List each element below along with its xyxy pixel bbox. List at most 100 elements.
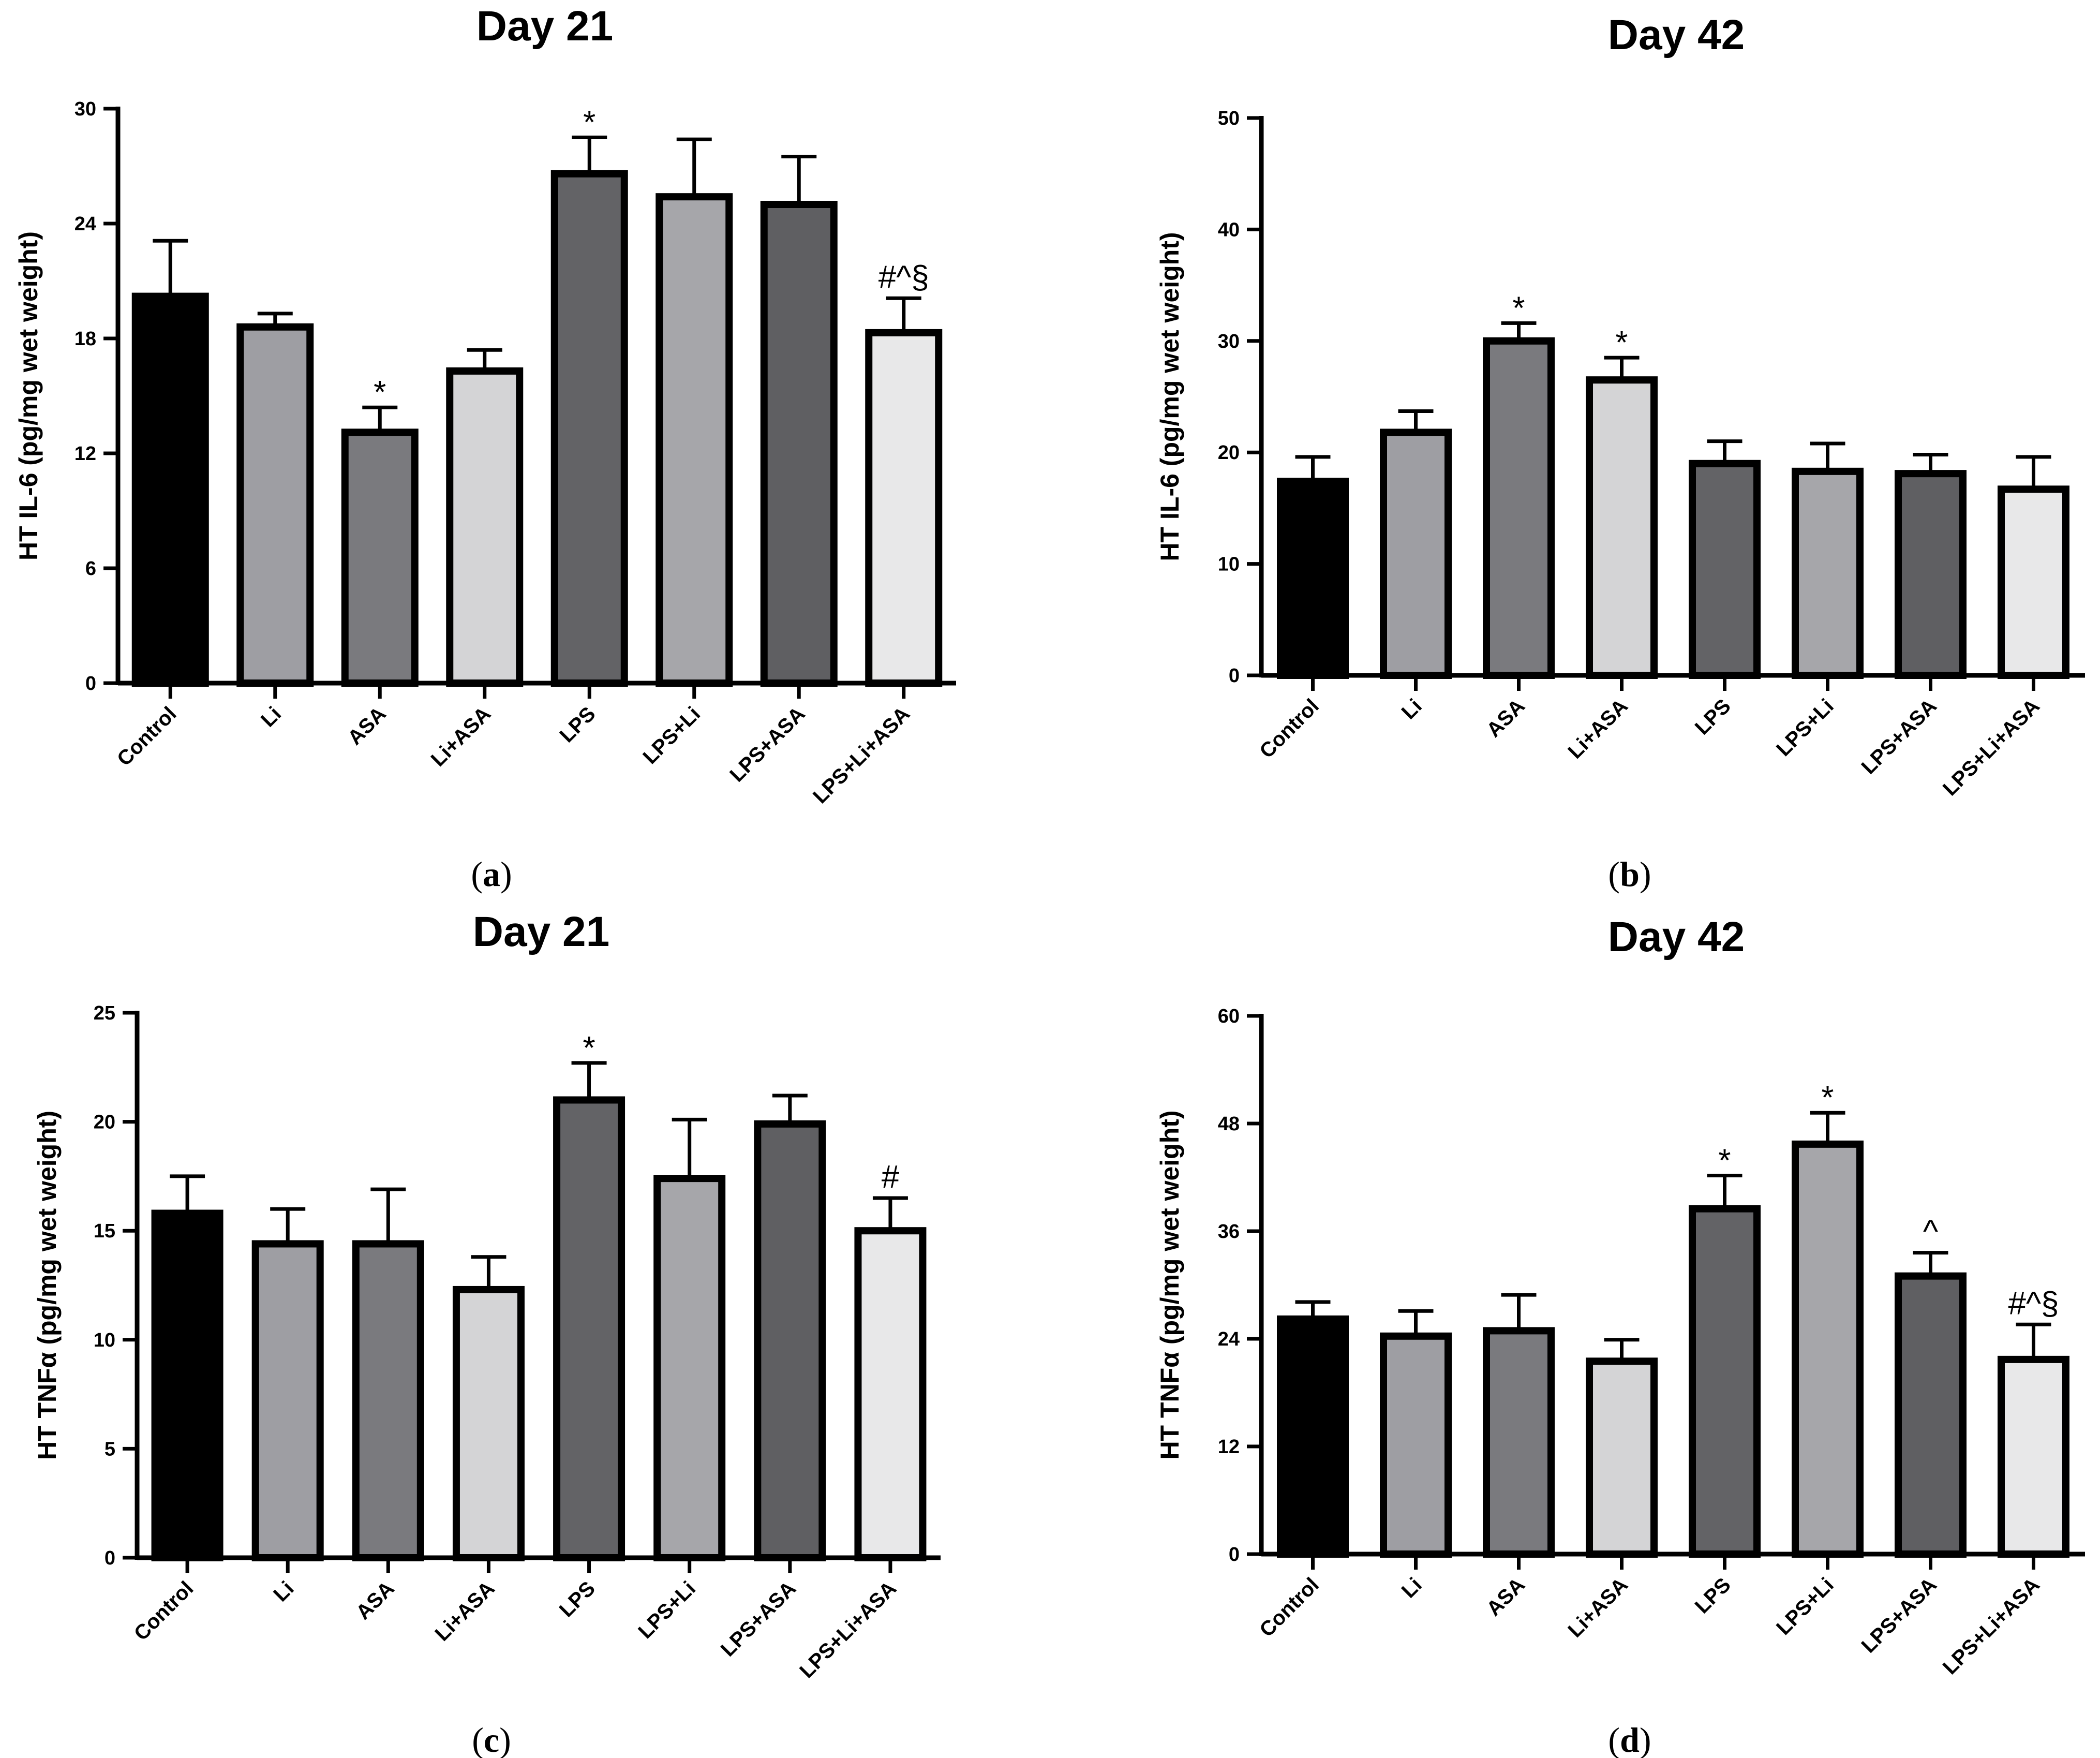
panel-caption: (b): [1608, 854, 1651, 894]
x-tick-label: ASA: [352, 1577, 399, 1624]
error-bar: [1295, 455, 1331, 482]
x-tick-label: LPS+Li+ASA: [809, 702, 914, 808]
error-bar: [1398, 1309, 1434, 1336]
error-bar: [471, 1255, 507, 1290]
error-bar: [153, 239, 188, 297]
bar-asa: [1483, 337, 1555, 679]
error-bar: [1501, 321, 1537, 341]
y-tick-label: 24: [75, 213, 96, 235]
x-tick-label: LPS+Li: [1772, 695, 1838, 761]
significance-mark: #^§: [2008, 1286, 2059, 1321]
x-tick-label: LPS: [1691, 695, 1735, 739]
y-tick-label: 10: [1218, 554, 1240, 575]
bar-li: [236, 323, 314, 687]
error-bar: [1707, 1174, 1742, 1209]
y-axis-label: HT IL-6 (pg/mg wet weight): [1155, 232, 1184, 561]
bar-lps: [1689, 460, 1761, 679]
x-tick-label: Control: [1255, 695, 1323, 763]
error-bar: [1810, 441, 1845, 471]
y-tick-label: 18: [75, 328, 96, 350]
x-tick-label: LPS+Li: [1772, 1573, 1838, 1639]
y-axis-label: HT TNFα (pg/mg wet weight): [33, 1111, 62, 1460]
bar-control: [131, 292, 209, 687]
error-bar: [571, 1061, 607, 1100]
y-tick-label: 25: [94, 1002, 115, 1024]
caption-open-paren: (: [1608, 854, 1620, 894]
significance-mark: *: [583, 1030, 595, 1066]
y-tick-label: 24: [1218, 1328, 1240, 1350]
x-tick-label: Li+ASA: [1563, 1573, 1632, 1642]
x-tick-label: Li+ASA: [430, 1577, 499, 1645]
y-tick-label: 30: [75, 98, 96, 120]
error-bar: [2016, 455, 2051, 490]
x-tick-label: LPS+Li+ASA: [1939, 1573, 2044, 1679]
chart-title: Day 21: [476, 3, 613, 50]
x-tick-label: Control: [1255, 1573, 1323, 1642]
significance-mark: *: [374, 375, 386, 410]
error-bar: [781, 155, 817, 204]
caption-close-paren: ): [499, 1720, 511, 1758]
caption-letter: a: [483, 854, 500, 894]
x-tick-label: Control: [130, 1577, 198, 1645]
significance-mark: *: [1512, 290, 1525, 326]
chart-title: Day 42: [1608, 913, 1745, 961]
x-tick-label: LPS+Li: [638, 702, 705, 769]
bar-lps-li-asa: [1998, 485, 2069, 679]
significance-mark: ^: [1923, 1214, 1938, 1250]
error-bar: [886, 296, 921, 333]
caption-open-paren: (: [1608, 1720, 1620, 1758]
bar-lps: [553, 1096, 625, 1561]
x-tick-label: ASA: [344, 702, 391, 749]
error-bar: [1398, 409, 1434, 433]
chart-panel-b: Day 42 HT IL-6 (pg/mg wet weight) * * 0 10 20 3…: [1155, 11, 2085, 894]
bar-lps-li: [1792, 467, 1864, 679]
error-bar: [370, 1187, 406, 1244]
error-bar: [1604, 356, 1640, 380]
y-tick-label: 12: [1218, 1436, 1240, 1458]
x-tick-label: ASA: [1482, 1573, 1529, 1620]
bar-li: [1380, 1332, 1452, 1558]
bar-control: [1277, 1315, 1349, 1558]
bar-lps-asa: [1895, 1272, 1967, 1558]
error-bar: [467, 348, 502, 371]
x-tick-label: LPS: [555, 1577, 600, 1621]
x-tick-label: Li: [269, 1577, 298, 1606]
error-bar: [1604, 1338, 1640, 1362]
chart-panel-a: Day 21 HT IL-6 (pg/mg wet weight) * * #^§ 0 6 1…: [14, 3, 956, 894]
significance-mark: *: [1821, 1080, 1834, 1116]
y-tick-label: 6: [85, 558, 96, 580]
caption-open-paren: (: [471, 854, 483, 894]
y-tick-label: 5: [105, 1438, 115, 1460]
bar-control: [1277, 478, 1349, 679]
bar-lps: [550, 170, 628, 687]
caption-open-paren: (: [472, 1720, 484, 1758]
caption-letter: b: [1620, 854, 1640, 894]
x-tick-label: LPS+Li+ASA: [1939, 695, 2044, 800]
y-axis-label: HT IL-6 (pg/mg wet weight): [14, 231, 43, 560]
bar-li-asa: [446, 367, 524, 687]
x-tick-label: Li+ASA: [427, 702, 495, 771]
y-tick-label: 12: [75, 443, 96, 465]
error-bar: [2016, 1322, 2051, 1360]
x-tick-label: LPS: [555, 702, 600, 747]
x-tick-label: LPS+ASA: [1857, 1573, 1941, 1657]
error-bar: [1707, 439, 1742, 464]
y-tick-label: 60: [1218, 1006, 1240, 1027]
bar-asa: [1483, 1327, 1555, 1558]
bar-li-asa: [1586, 376, 1658, 679]
x-tick-label: Li: [1397, 695, 1426, 723]
error-bar: [676, 137, 712, 197]
bar-lps-asa: [754, 1120, 826, 1561]
error-bar: [1501, 1293, 1537, 1331]
significance-mark: #: [882, 1159, 900, 1195]
bar-lps-li: [656, 193, 733, 687]
bar-lps-asa: [1895, 470, 1967, 679]
y-tick-label: 0: [1229, 665, 1240, 687]
y-axis-label: HT TNFα (pg/mg wet weight): [1155, 1110, 1184, 1459]
y-tick-label: 50: [1218, 108, 1240, 129]
caption-letter: c: [484, 1720, 499, 1758]
y-tick-label: 0: [85, 673, 96, 695]
error-bar: [672, 1117, 707, 1179]
error-bar: [270, 1207, 306, 1244]
y-tick-label: 0: [1229, 1544, 1240, 1565]
